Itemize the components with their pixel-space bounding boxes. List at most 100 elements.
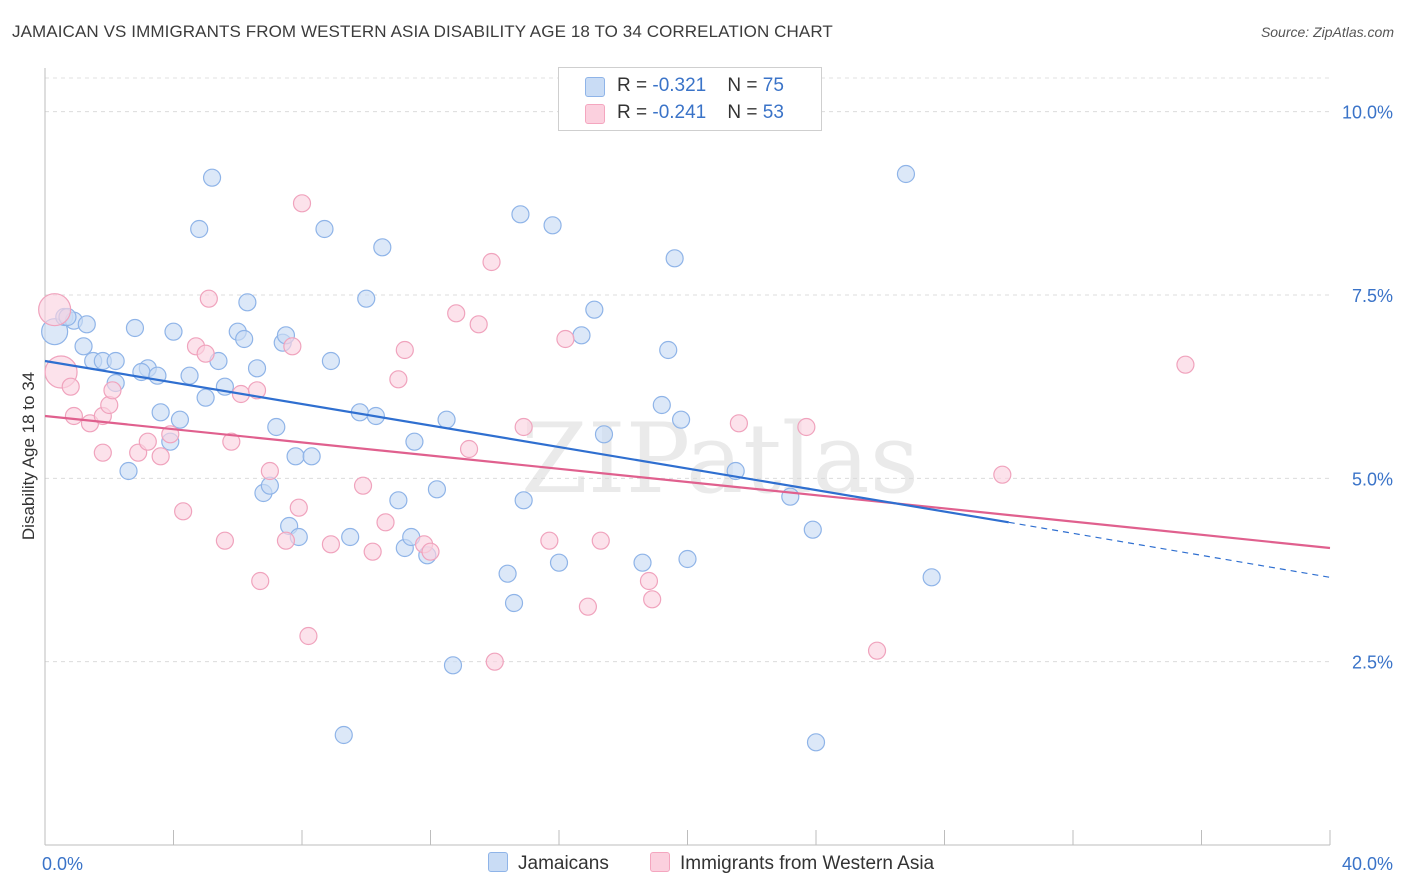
western-asia-point (1176, 355, 1195, 374)
r-label: R = (617, 75, 653, 96)
jamaican-point (315, 219, 334, 239)
legend-swatch-jamaicans (488, 852, 508, 872)
jamaican-point (106, 351, 125, 371)
y-tick-label: 5.0% (1352, 469, 1393, 489)
grid-lines (45, 77, 1330, 663)
jamaican-point (437, 410, 456, 429)
y-tick-label: 2.5% (1352, 653, 1393, 673)
western-asia-point (199, 289, 218, 308)
y-axis-label: Disability Age 18 to 34 (19, 371, 38, 541)
y-tick-label: 10.0% (1342, 103, 1393, 123)
r-value: -0.241 (652, 102, 707, 123)
y-tick-labels: 2.5% 5.0% 7.5% 10.0% (1342, 103, 1393, 673)
legend-swatch-western-asia (650, 852, 670, 872)
western-asia-point (459, 439, 479, 459)
western-asia-point (482, 252, 501, 272)
jamaican-point (373, 238, 392, 257)
jamaican-point (286, 447, 305, 466)
jamaican-point (659, 340, 678, 360)
x-tick-label-start: 0.0% (42, 854, 83, 874)
trend-line-western-asia (44, 414, 1331, 550)
jamaican-point (594, 425, 614, 444)
western-asia-point (485, 652, 504, 671)
jamaican-point (357, 289, 376, 308)
axes (44, 68, 1331, 846)
western-asia-point (447, 304, 466, 323)
legend-item-western-asia: Immigrants from Western Asia (650, 852, 934, 876)
western-asia-point (299, 626, 318, 646)
western-asia-point (321, 535, 341, 554)
western-asia-point (591, 531, 610, 550)
western-asia-point (363, 542, 382, 561)
western-asia-point (867, 641, 887, 660)
jamaican-point (302, 447, 321, 466)
jamaican-point (511, 205, 530, 224)
western-asia-point (993, 465, 1012, 484)
jamaican-point (238, 293, 257, 312)
western-asia-point (138, 432, 157, 451)
western-asia-point (93, 443, 112, 462)
western-asia-point (289, 498, 308, 517)
jamaican-point (671, 410, 691, 429)
legend-label-western-asia: Immigrants from Western Asia (680, 853, 935, 874)
western-asia-point (578, 597, 598, 616)
western-asia-point (376, 513, 395, 532)
jamaican-point (678, 549, 697, 569)
jamaican-point (196, 388, 215, 407)
legend-swatch-western-asia (585, 104, 605, 124)
jamaican-point (125, 318, 145, 338)
n-label: N = (727, 75, 763, 96)
western-asia-point (251, 571, 270, 591)
jamaican-point (585, 300, 604, 319)
jamaican-point (405, 432, 424, 451)
jamaican-point (202, 168, 222, 187)
jamaican-point (151, 403, 170, 422)
jamaican-point (498, 564, 517, 583)
jamaican-point (514, 491, 533, 510)
western-asia-point (174, 502, 193, 521)
western-asia-point (100, 395, 119, 415)
legend-swatch-jamaicans (585, 77, 605, 97)
jamaican-point (389, 491, 408, 510)
jamaican-point (164, 322, 183, 341)
n-value: 75 (762, 75, 784, 96)
n-label: N = (727, 102, 763, 123)
western-asia-point (556, 329, 575, 349)
trend-lines (44, 359, 1331, 578)
jamaican-point (806, 733, 826, 752)
western-asia-point (215, 531, 234, 550)
r-value: -0.321 (652, 75, 707, 96)
western-asia-point (514, 417, 533, 437)
jamaican-point (543, 216, 562, 235)
western-asia-point (61, 377, 80, 396)
jamaican-point (74, 337, 93, 356)
jamaican-point (235, 329, 254, 349)
western-asia-point (292, 194, 312, 213)
western-asia-point (260, 461, 279, 481)
legend-item-jamaicans: Jamaicans (488, 852, 609, 876)
western-asia-point (38, 293, 72, 327)
western-asia-point (729, 414, 749, 433)
jamaican-point (170, 410, 190, 429)
western-asia-point (222, 432, 241, 451)
western-asia-point (469, 315, 488, 334)
legend-label-jamaicans: Jamaicans (518, 853, 609, 874)
western-asia-point (283, 337, 302, 356)
jamaican-point (896, 164, 916, 184)
jamaican-point (427, 480, 447, 499)
western-asia-point (276, 531, 296, 550)
western-asia-point (196, 344, 215, 363)
jamaican-point (321, 351, 341, 371)
correlation-legend: R = -0.321 N = 75 R = -0.241 N = 53 (558, 67, 822, 131)
trend-line-jamaicans (44, 359, 1009, 524)
jamaican-point (665, 249, 684, 268)
western-asia-point (639, 571, 659, 591)
jamaican-point (190, 219, 209, 239)
jamaican-point (247, 359, 267, 378)
jamaican-point (119, 461, 138, 481)
jamaican-point (334, 725, 353, 745)
western-asia-point (247, 381, 267, 400)
jamaican-point (77, 315, 96, 334)
jamaican-point (504, 593, 524, 613)
jamaican-point (443, 656, 463, 675)
